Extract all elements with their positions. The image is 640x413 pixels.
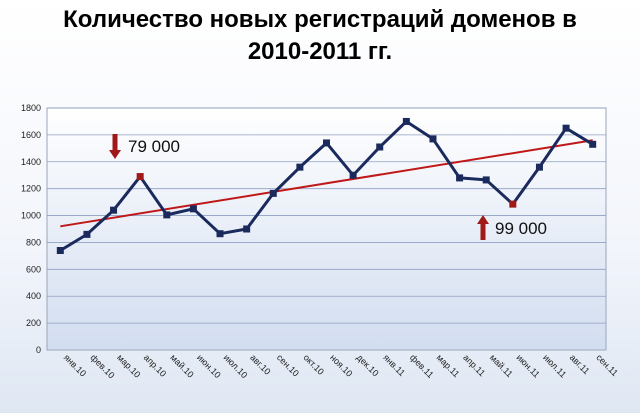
plot-area [46,107,607,351]
y-tick-label: 600 [26,264,41,274]
y-tick-label: 1400 [21,157,41,167]
data-point [296,163,304,171]
arrow-down-icon [109,134,121,159]
data-point [110,206,118,214]
x-tick-label: май.11 [488,352,515,379]
x-tick-label: июл.11 [541,352,568,379]
data-point [589,140,597,148]
x-tick-label: июн.10 [195,352,223,380]
x-tick-label: апр.10 [142,352,168,378]
data-point [269,189,277,197]
y-tick-label: 1600 [21,130,41,140]
data-point [56,247,64,255]
x-tick-label: авг.11 [568,352,592,376]
data-point [243,225,251,233]
arrow-up-icon [477,215,489,240]
x-tick-label: мар.10 [115,352,142,379]
y-tick-label: 1000 [21,211,41,221]
data-point [402,117,410,125]
data-point [323,139,330,147]
data-point [456,174,464,182]
data-point [349,171,357,179]
x-tick-label: янв.10 [62,352,88,378]
data-point [509,200,517,208]
x-tick-label: сен.10 [275,352,301,378]
x-tick-label: фев.11 [408,352,436,380]
annotations: 79 000 99 000 [109,134,547,240]
x-tick-label: июл.10 [222,352,250,380]
x-tick-label: сен.11 [594,352,620,378]
chart-title-line-2: 2010-2011 гг. [247,38,393,65]
y-tick-label: 1200 [21,184,41,194]
annotation-label-79000: 79 000 [128,137,180,156]
y-tick-label: 200 [26,318,41,328]
data-point [216,230,224,238]
x-tick-label: мар.11 [435,352,462,379]
data-point [482,176,490,184]
y-tick-label: 400 [26,291,41,301]
x-tick-label: апр.11 [461,352,487,378]
x-tick-label: май.10 [168,352,195,379]
gridlines [47,107,606,324]
data-point [535,163,543,171]
y-tick-label: 1800 [21,103,41,113]
data-point [136,173,144,181]
series-layer [56,117,597,255]
x-tick-label: ноя.10 [328,352,354,378]
y-tick-label: 0 [36,345,41,355]
trend-line [60,139,593,228]
trend-line-layer [60,139,593,228]
x-tick-label: июн.11 [514,352,541,379]
y-tick-label: 800 [26,237,41,247]
annotation-99000: 99 000 [477,215,547,240]
x-tick-label: окт.10 [301,352,326,377]
data-point [83,230,91,238]
annotation-79000: 79 000 [109,134,180,159]
x-tick-label: янв.11 [381,352,407,378]
chart-title: Количество новых регистраций доменов в 2… [0,4,640,68]
data-point [376,143,384,151]
data-point [562,124,570,132]
chart-title-line-1: Количество новых регистраций доменов в [63,6,577,33]
data-point [429,135,437,143]
x-tick-label: фев.10 [89,352,117,380]
data-point [163,211,171,219]
annotation-label-99000: 99 000 [495,219,547,238]
data-point [189,205,197,213]
y-axis-ticks: 0 200 400 600 800 1000 1200 1400 1600 1800 [21,103,41,355]
x-tick-label: авг.10 [248,352,272,376]
x-tick-label: дек.10 [355,352,381,378]
